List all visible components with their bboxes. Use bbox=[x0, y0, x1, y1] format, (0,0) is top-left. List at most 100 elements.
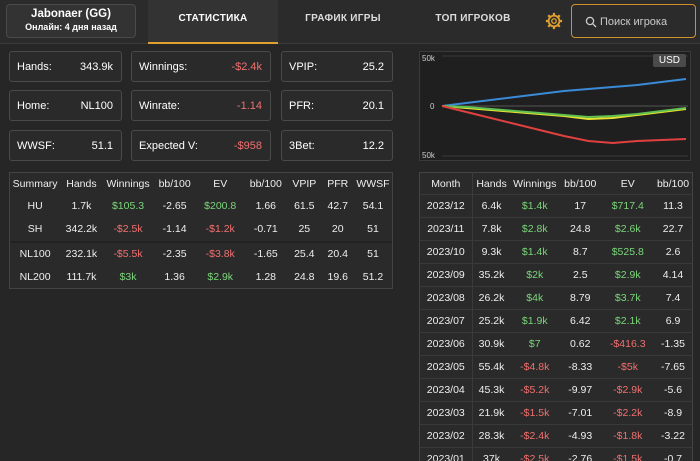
cell-winnings: $4k bbox=[510, 286, 560, 310]
cell-winnings: $1.4k bbox=[510, 240, 560, 264]
table-row[interactable]: 2023/05 55.4k -$4.8k -8.33 -$5k -7.65 bbox=[419, 355, 693, 379]
stat-home: Home: NL100 bbox=[9, 90, 122, 121]
col-hands[interactable]: Hands bbox=[476, 177, 507, 190]
col-bb100[interactable]: bb/100 bbox=[564, 177, 597, 190]
top-bar: Jabonaer (GG) Онлайн: 4 дня назад СТАТИС… bbox=[0, 0, 700, 44]
cell-ev: -$1.5k bbox=[601, 447, 655, 461]
cell-bb100: 6.42 bbox=[559, 309, 602, 333]
player-search[interactable] bbox=[571, 4, 696, 38]
cell-ev: $2.9k bbox=[207, 270, 234, 283]
stat-value: -1.14 bbox=[236, 100, 262, 112]
cell-vpip: 25 bbox=[298, 223, 311, 235]
table-row[interactable]: 2023/08 26.2k $4k 8.79 $3.7k 7.4 bbox=[419, 286, 693, 310]
cell-vpip: 61.5 bbox=[294, 200, 315, 212]
search-input[interactable] bbox=[600, 13, 692, 30]
tab-statistics[interactable]: СТАТИСТИКА bbox=[148, 0, 278, 44]
col-hands[interactable]: Hands bbox=[66, 177, 97, 190]
col-month[interactable]: Month bbox=[419, 172, 473, 195]
tab-game-chart[interactable]: ГРАФИК ИГРЫ bbox=[305, 13, 381, 24]
col-ev[interactable]: EV bbox=[620, 177, 635, 190]
chart-canvas: 50k 0 50k bbox=[422, 54, 688, 160]
stat-label: Winrate: bbox=[139, 100, 180, 112]
cell-bb100: -2.35 bbox=[162, 248, 187, 260]
cell-bb100: 8.7 bbox=[559, 240, 602, 264]
cell-ev-bb100: 2.6 bbox=[654, 240, 693, 264]
y-tick-bottom: 50k bbox=[422, 151, 436, 160]
col-pfr[interactable]: PFR bbox=[327, 177, 349, 190]
cell-hands: 111.7k bbox=[66, 270, 97, 283]
cell-winnings: -$2.5k bbox=[113, 223, 143, 235]
cell-winnings: -$2.5k bbox=[510, 447, 560, 461]
cell-winnings: $7 bbox=[510, 332, 560, 356]
cell-bb100: -2.65 bbox=[162, 200, 187, 212]
table-row[interactable]: NL100 232.1k -$5.5k -2.35 -$3.8k -1.65 25.4 20.… bbox=[10, 243, 393, 266]
stat-value: 12.2 bbox=[362, 140, 384, 152]
cell-ev: $2.1k bbox=[601, 309, 655, 333]
cell-bb100: 8.79 bbox=[559, 286, 602, 310]
table-row[interactable]: NL200 111.7k $3k 1.36 $2.9k 1.28 24.8 19.6 51.2 bbox=[10, 266, 393, 289]
cell-ev-bb100: -1.35 bbox=[654, 332, 693, 356]
stat-label: Expected V: bbox=[139, 140, 198, 152]
cell-ev-bb100: -3.22 bbox=[654, 424, 693, 448]
cell-winnings: $2k bbox=[510, 263, 560, 287]
cell-bb100: 24.8 bbox=[559, 217, 602, 241]
cell-winnings: -$5.2k bbox=[510, 378, 560, 402]
col-winnings[interactable]: Winnings bbox=[513, 177, 557, 190]
row-name: NL200 bbox=[19, 270, 51, 283]
series-line-3 bbox=[441, 105, 687, 145]
table-row[interactable]: 2023/04 45.3k -$5.2k -9.97 -$2.9k -5.6 bbox=[419, 378, 693, 402]
col-vpip[interactable]: VPIP bbox=[292, 177, 317, 190]
table-row[interactable]: 2023/01 37k -$2.5k -2.76 -$1.5k -0.7 bbox=[419, 447, 693, 461]
cell-winnings: -$2.4k bbox=[510, 424, 560, 448]
cell-winnings: $2.8k bbox=[510, 217, 560, 241]
cell-winnings: $3k bbox=[119, 270, 137, 283]
series-line-0 bbox=[441, 78, 687, 107]
stat-wwsf: WWSF: 51.1 bbox=[9, 130, 122, 161]
table-row[interactable]: 2023/06 30.9k $7 0.62 -$416.3 -1.35 bbox=[419, 332, 693, 356]
stat-pfr: PFR: 20.1 bbox=[281, 90, 393, 121]
cell-hands: 37k bbox=[472, 447, 511, 461]
cell-ev-bb100: -0.71 bbox=[253, 223, 278, 235]
col-ev[interactable]: EV bbox=[213, 177, 228, 190]
cell-ev-bb100: 4.14 bbox=[654, 263, 693, 287]
player-card[interactable]: Jabonaer (GG) Онлайн: 4 дня назад bbox=[6, 4, 136, 38]
cell-wwsf: 51.2 bbox=[362, 270, 384, 283]
cell-wwsf: 54.1 bbox=[362, 200, 384, 212]
cell-bb100: -4.93 bbox=[559, 424, 602, 448]
table-row[interactable]: 2023/07 25.2k $1.9k 6.42 $2.1k 6.9 bbox=[419, 309, 693, 333]
tab-top-players[interactable]: ТОП ИГРОКОВ bbox=[435, 13, 511, 24]
cell-winnings: $1.9k bbox=[510, 309, 560, 333]
cell-vpip: 25.4 bbox=[294, 248, 315, 260]
cell-winnings: $105.3 bbox=[111, 200, 145, 212]
table-row[interactable]: HU 1.7k $105.3 -2.65 $200.8 1.66 61.5 42.7 54.1 bbox=[10, 195, 393, 218]
cell-ev-bb100: -8.9 bbox=[654, 401, 693, 425]
table-row[interactable]: 2023/10 9.3k $1.4k 8.7 $525.8 2.6 bbox=[419, 240, 693, 264]
table-row[interactable]: 2023/03 21.9k -$1.5k -7.01 -$2.2k -8.9 bbox=[419, 401, 693, 425]
col-ev-bb100[interactable]: bb/100 bbox=[656, 177, 690, 190]
cell-hands: 342.2k bbox=[65, 223, 98, 235]
row-name: SH bbox=[27, 223, 43, 235]
cell-winnings: -$4.8k bbox=[510, 355, 560, 379]
cell-bb100: -9.97 bbox=[559, 378, 602, 402]
monthly-table: Month Hands Winnings bb/100 EV bb/100 20… bbox=[419, 172, 693, 461]
table-row[interactable]: 2023/11 7.8k $2.8k 24.8 $2.6k 22.7 bbox=[419, 217, 693, 241]
table-row[interactable]: 2023/09 35.2k $2k 2.5 $2.9k 4.14 bbox=[419, 263, 693, 287]
table-row[interactable]: 2023/12 6.4k $1.4k 17 $717.4 11.3 bbox=[419, 194, 693, 218]
col-ev-bb100[interactable]: bb/100 bbox=[249, 177, 282, 190]
table-row[interactable]: 2023/02 28.3k -$2.4k -4.93 -$1.8k -3.22 bbox=[419, 424, 693, 448]
cell-ev-bb100: -5.6 bbox=[654, 378, 693, 402]
cell-ev-bb100: 11.3 bbox=[654, 194, 693, 218]
cell-ev-bb100: -1.65 bbox=[253, 248, 278, 260]
cell-bb100: 1.36 bbox=[164, 270, 185, 283]
stat-value: NL100 bbox=[80, 100, 113, 112]
col-wwsf[interactable]: WWSF bbox=[356, 177, 390, 190]
col-winnings[interactable]: Winnings bbox=[106, 177, 150, 190]
currency-toggle[interactable]: USD bbox=[652, 54, 686, 67]
col-bb100[interactable]: bb/100 bbox=[158, 177, 191, 190]
col-summary[interactable]: Summary bbox=[12, 177, 58, 190]
table-row[interactable]: SH 342.2k -$2.5k -1.14 -$1.2k -0.71 25 20 51 bbox=[10, 218, 393, 241]
cell-bb100: -1.14 bbox=[162, 223, 187, 235]
cell-ev: -$1.2k bbox=[205, 223, 235, 235]
cell-ev: $3.7k bbox=[601, 286, 655, 310]
gear-icon[interactable] bbox=[545, 12, 563, 30]
